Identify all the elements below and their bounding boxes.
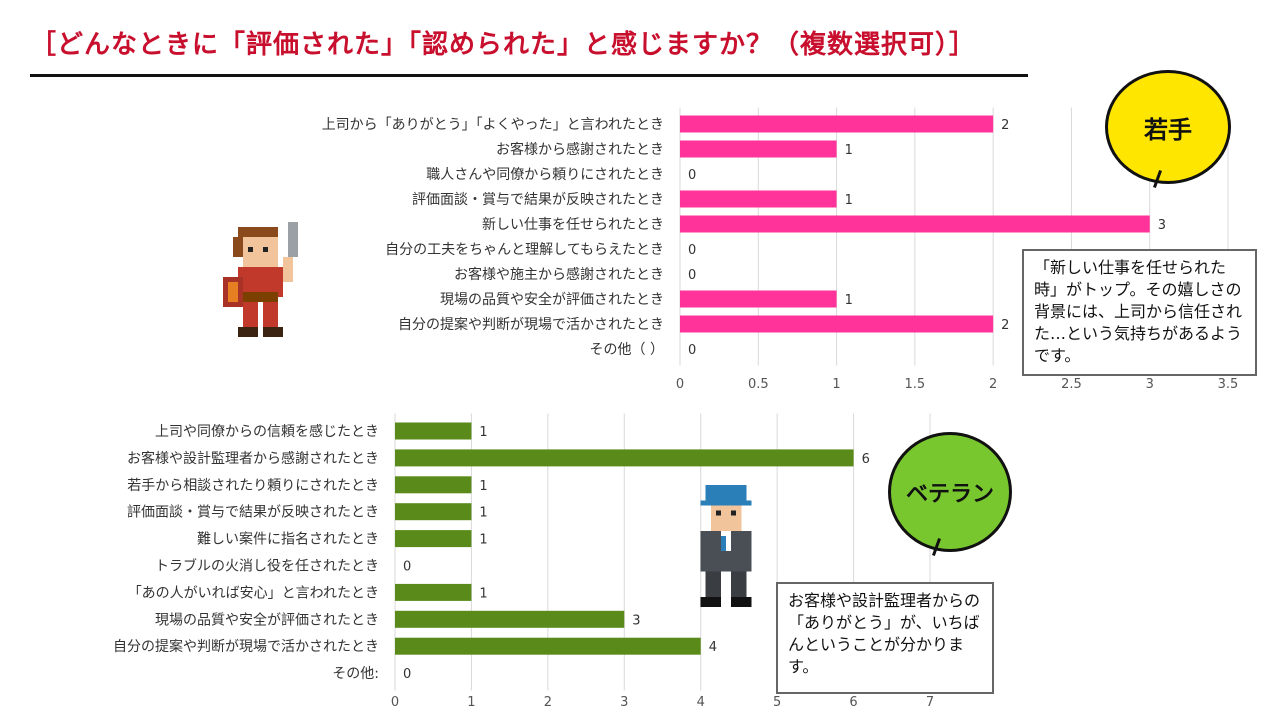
young-value-label: 2 [1001,118,1009,133]
veteran-category-label: その他: [332,666,379,682]
veteran-x-tick-label: 7 [926,695,934,710]
veteran-x-tick-label: 1 [467,695,475,710]
young-value-label: 1 [845,143,853,158]
young-x-tick-label: 2.5 [1061,377,1082,392]
young-category-label: 新しい仕事を任せられたとき [482,217,664,233]
veteran-value-label: 1 [479,586,487,601]
young-bar [680,115,994,133]
veteran-worker-sprite-icon [700,485,752,607]
veteran-value-label: 4 [709,640,717,655]
young-value-label: 0 [688,168,696,183]
veteran-category-label: 現場の品質や安全が評価されたとき [155,611,379,628]
veteran-value-label: 1 [479,425,487,440]
young-bar [680,315,994,333]
young-category-label: お客様から感謝されたとき [496,141,664,158]
young-x-tick-label: 2 [989,377,997,392]
young-bar [680,190,837,208]
veteran-category-label: 「あの人がいれば安心」と言われたとき [128,585,379,601]
veteran-x-tick-label: 6 [849,695,857,710]
veteran-x-tick-label: 4 [697,695,705,710]
veteran-value-label: 0 [403,667,411,682]
veteran-category-label: 評価面談・賞与で結果が反映されたとき [127,505,379,521]
veteran-comment-box: お客様や設計監理者からの「ありがとう」が、いちばんということが分かります。 [776,582,994,694]
veteran-category-label: 難しい案件に指名されたとき [197,531,379,548]
young-value-label: 0 [688,268,696,283]
young-x-tick-label: 1.5 [905,377,926,392]
young-hero-sprite-icon [223,222,298,337]
young-category-label: 自分の工夫をちゃんと理解してもらえたとき [385,242,664,258]
young-category-label: 現場の品質や安全が評価されたとき [440,291,664,308]
veteran-bar [395,530,472,548]
veteran-x-tick-label: 5 [773,695,781,710]
veteran-bar [395,422,472,440]
young-value-label: 0 [688,243,696,258]
young-badge: 若手 [1105,70,1231,184]
veteran-bar [395,637,701,655]
veteran-x-tick-label: 0 [391,695,399,710]
veteran-category-label: トラブルの火消し役を任されたとき [155,558,379,575]
veteran-x-tick-label: 2 [544,695,552,710]
young-category-label: 自分の提案や判断が現場で活かされたとき [398,316,664,333]
young-value-label: 1 [845,293,853,308]
veteran-value-label: 1 [479,506,487,521]
young-x-tick-label: 3 [1146,377,1154,392]
young-x-tick-label: 0 [676,377,684,392]
young-x-tick-label: 0.5 [748,377,769,392]
veteran-badge: ベテラン [888,432,1012,552]
veteran-category-label: 若手から相談されたり頼りにされたとき [127,478,379,494]
veteran-bar [395,503,472,521]
young-category-label: 職人さんや同僚から頼りにされたとき [426,167,664,183]
young-value-label: 1 [845,193,853,208]
page-title: ［どんなときに「評価された」「認められた」と感じますか？（複数選択可）］ [30,30,977,60]
veteran-value-label: 1 [479,533,487,548]
young-bar [680,215,1150,233]
veteran-x-tick-label: 3 [620,695,628,710]
young-bar [680,140,837,158]
title-underline [30,74,1028,77]
young-value-label: 2 [1001,318,1009,333]
veteran-bar [395,610,625,628]
young-category-label: お客様や施主から感謝されたとき [454,266,664,283]
young-category-label: 上司から「ありがとう」「よくやった」と言われたとき [322,117,664,133]
young-comment-box: 「新しい仕事を任せられた時」がトップ。その嬉しさの背景には、上司から信任された…… [1022,249,1257,376]
young-value-label: 3 [1158,218,1166,233]
young-category-label: その他（ ） [590,342,664,358]
veteran-value-label: 3 [632,613,640,628]
veteran-category-label: 自分の提案や判断が現場で活かされたとき [113,638,379,655]
veteran-bar [395,449,854,467]
veteran-category-label: 上司や同僚からの信頼を感じたとき [155,423,379,440]
veteran-value-label: 0 [403,560,411,575]
young-bar [680,290,837,308]
veteran-bar [395,476,472,494]
young-category-label: 評価面談・賞与で結果が反映されたとき [412,192,664,208]
young-value-label: 0 [688,343,696,358]
young-x-tick-label: 1 [832,377,840,392]
veteran-value-label: 6 [862,452,870,467]
veteran-value-label: 1 [479,479,487,494]
young-x-tick-label: 3.5 [1218,377,1239,392]
veteran-bar [395,583,472,601]
veteran-category-label: お客様や設計監理者から感謝されたとき [127,450,379,467]
